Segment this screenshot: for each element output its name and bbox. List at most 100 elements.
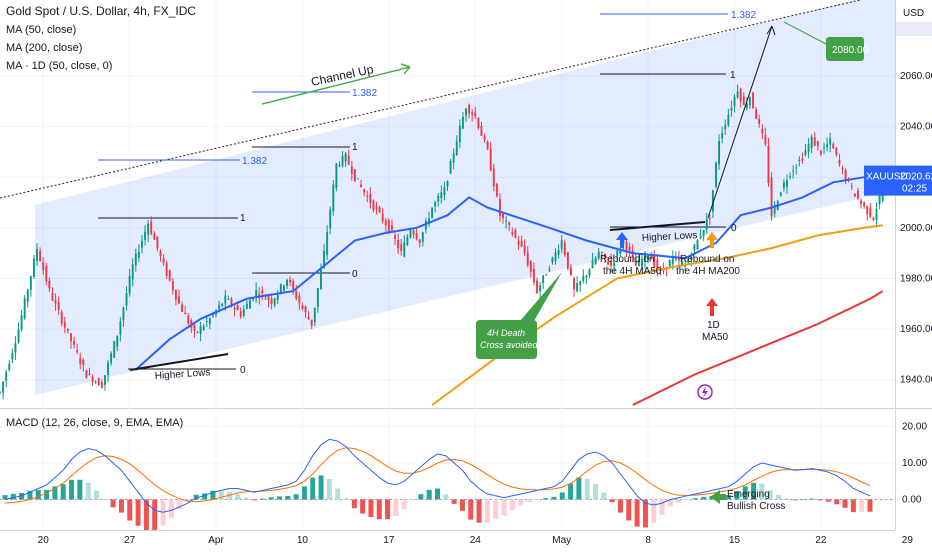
- candle-220: [678, 257, 680, 261]
- xtick-label-3: 10: [297, 535, 309, 546]
- candle-99: [304, 306, 307, 313]
- candle-227: [699, 236, 702, 239]
- candle-284: [875, 209, 878, 221]
- candle-230: [708, 217, 711, 219]
- candle-191: [588, 269, 591, 276]
- candle-170: [523, 245, 526, 254]
- candle-266: [819, 150, 822, 154]
- candle-92: [282, 285, 285, 291]
- macd-signal-line: [4, 447, 871, 504]
- macd-hist-bar-98: [817, 499, 823, 501]
- candle-28: [85, 370, 88, 379]
- candle-199: [613, 262, 616, 267]
- candle-66: [202, 326, 205, 330]
- death-cross-pointer: [520, 272, 562, 321]
- macd-hist-bar-49: [410, 499, 416, 501]
- candle-164: [505, 220, 508, 222]
- candle-114: [350, 166, 353, 175]
- macd-hist-bar-64: [534, 499, 540, 500]
- candle-269: [829, 138, 832, 145]
- candle-139: [428, 218, 430, 224]
- legend-ma50[interactable]: MA (50, close): [6, 24, 77, 36]
- candle-111: [341, 155, 344, 166]
- candle-138: [424, 220, 427, 230]
- macd-hist-bar-95: [792, 499, 798, 501]
- fib-label-1382-a: 1.382: [242, 156, 267, 167]
- candle-158: [486, 141, 489, 150]
- macd-hist-bar-52: [435, 488, 440, 500]
- candle-218: [671, 256, 674, 265]
- macd-hist-bar-66: [551, 496, 557, 500]
- candle-172: [529, 261, 532, 272]
- candle-156: [480, 126, 483, 136]
- candle-7: [20, 315, 23, 330]
- macd-hist-bar-30: [252, 499, 258, 501]
- candle-234: [721, 132, 724, 139]
- projection-price-tag: [896, 22, 932, 36]
- candle-116: [357, 178, 359, 180]
- candle-209: [644, 252, 646, 262]
- candle-198: [610, 260, 613, 266]
- candle-118: [363, 189, 366, 193]
- xtick-label-4: 17: [383, 535, 395, 546]
- candle-48: [147, 223, 150, 235]
- macd-hist-bar-20: [168, 499, 174, 518]
- macd-hist-bar-58: [484, 499, 490, 523]
- macd-hist-bar-70: [584, 478, 590, 500]
- candle-95: [292, 281, 295, 290]
- candle-174: [536, 280, 538, 293]
- candle-221: [681, 262, 684, 266]
- candle-77: [236, 305, 239, 310]
- macd-hist-bar-94: [784, 498, 790, 500]
- candle-264: [813, 137, 816, 146]
- candle-182: [560, 240, 563, 249]
- candle-5: [14, 343, 17, 353]
- candle-11: [32, 258, 35, 278]
- macd-hist-bar-39: [326, 478, 332, 500]
- candle-213: [656, 259, 659, 270]
- candle-87: [267, 296, 270, 301]
- macd-ytick-label-2: 0.00: [902, 494, 922, 505]
- candle-94: [289, 279, 292, 283]
- macd-hist-bar-36: [301, 486, 307, 500]
- candle-67: [205, 321, 208, 323]
- xtick-label-1: 27: [124, 535, 136, 546]
- candle-144: [443, 187, 446, 196]
- xtick-label-8: 15: [729, 535, 741, 546]
- rebound-ma200-arrow: [706, 232, 718, 248]
- candle-79: [242, 309, 245, 316]
- candle-30: [91, 376, 94, 383]
- candle-24: [73, 341, 76, 345]
- candle-226: [696, 239, 699, 250]
- legend-ma200[interactable]: MA (200, close): [6, 42, 83, 54]
- candle-186: [573, 278, 575, 290]
- bullish-cross-label-1: Emerging: [727, 489, 770, 500]
- candle-101: [310, 319, 313, 326]
- candle-8: [23, 298, 26, 319]
- candle-262: [807, 144, 810, 152]
- candle-281: [866, 205, 869, 215]
- candle-200: [616, 250, 619, 257]
- macd-hist-bar-1: [10, 493, 16, 500]
- candle-39: [119, 321, 122, 335]
- macd-hist-bar-89: [742, 486, 748, 500]
- macd-hist-bar-53: [443, 494, 449, 500]
- candle-153: [471, 112, 474, 115]
- candle-61: [187, 315, 190, 324]
- candle-83: [255, 289, 258, 297]
- macd-legend[interactable]: MACD (12, 26, close, 9, EMA, EMA): [6, 417, 184, 429]
- ytick-label-5: 1960.00: [900, 324, 932, 335]
- candle-222: [684, 265, 687, 267]
- candle-105: [323, 250, 326, 268]
- ytick-label-1: 2040.00: [900, 122, 932, 133]
- macd-hist-bar-83: [692, 498, 698, 500]
- macd-hist-bar-78: [651, 499, 657, 523]
- legend-ma1d[interactable]: MA · 1D (50, close, 0): [6, 60, 113, 72]
- candle-143: [440, 192, 443, 199]
- projection-arrowhead: [766, 25, 776, 36]
- macd-hist-bar-40: [335, 488, 341, 500]
- candle-54: [165, 263, 168, 276]
- candle-236: [727, 114, 730, 126]
- candle-13: [39, 250, 42, 261]
